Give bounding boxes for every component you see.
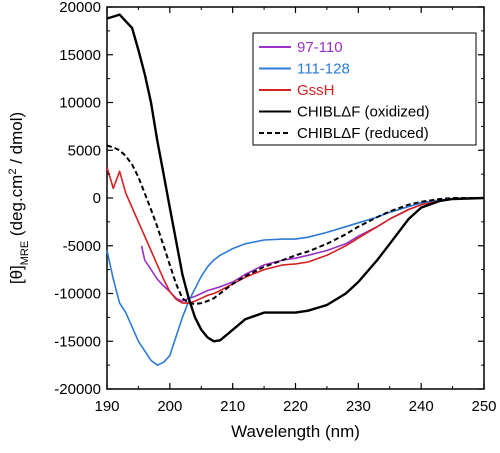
y-tick-label: 5000 — [68, 142, 101, 159]
series-line-4 — [106, 13, 485, 343]
y-tick-label: -20000 — [54, 381, 101, 398]
y-axis-title-symbol: [θ] — [7, 265, 26, 284]
legend-label: 111-128 — [297, 61, 350, 78]
y-tick-label: 10000 — [59, 95, 101, 112]
x-tick-label: 250 — [471, 398, 496, 415]
x-tick-label: 230 — [346, 398, 371, 415]
y-tick-label: -15000 — [54, 333, 101, 350]
y-axis-title-subscript: MRE — [19, 241, 31, 265]
legend-label: CHIBLΔF (oxidized) — [297, 104, 430, 121]
y-axis-title: [θ]MRE (deg.cm2 / dmol) — [7, 112, 31, 284]
legend-label: GssH — [297, 82, 335, 99]
y-tick-label: -5000 — [63, 238, 101, 255]
legend-label: 97-110 — [297, 39, 343, 56]
y-axis-title-superscript: 2 — [7, 169, 19, 175]
x-tick-label: 220 — [283, 398, 308, 415]
x-tick-label: 210 — [220, 398, 245, 415]
legend-label: CHIBLΔF (reduced) — [297, 125, 429, 142]
x-tick-label: 240 — [409, 398, 434, 415]
x-axis-title: Wavelength (nm) — [231, 422, 360, 441]
series-line-5 — [106, 144, 484, 305]
y-tick-label: -10000 — [54, 286, 101, 303]
legend: 97-110 111-128 GssH CHIBLΔF (oxidized) CHIBL… — [252, 32, 477, 146]
x-tick-label: 190 — [94, 398, 119, 415]
series-line-2 — [106, 197, 485, 366]
series-lines — [106, 13, 485, 366]
y-axis-title-units: (deg.cm — [7, 175, 26, 241]
y-tick-label: 20000 — [59, 0, 101, 16]
series-line-3 — [106, 167, 485, 304]
y-axis-ticks: -20000 -15000 -10000 -5000 0 5000 10000 15000 20… — [54, 0, 484, 398]
x-tick-label: 200 — [157, 398, 182, 415]
x-axis-ticks: 190 200 210 220 230 240 250 — [94, 7, 497, 415]
y-tick-label: 15000 — [59, 47, 101, 64]
y-axis-title-units-tail: / dmol) — [7, 112, 26, 169]
y-tick-label: 0 — [93, 190, 101, 207]
